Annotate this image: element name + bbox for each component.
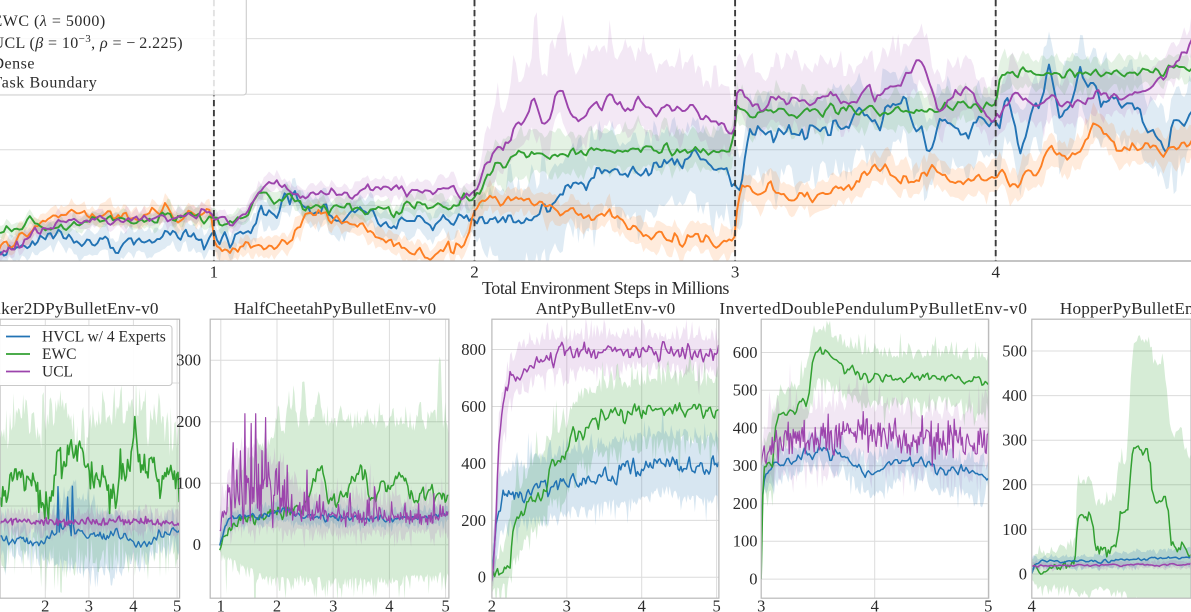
svg-text:Task Boundary: Task Boundary [0, 75, 97, 92]
svg-text:InvertedDoublePendulumPyBullet: InvertedDoublePendulumPyBulletEnv-v0 [719, 299, 1027, 318]
svg-text:HopperPyBulletEnv-v0: HopperPyBulletEnv-v0 [1060, 299, 1191, 318]
svg-text:200: 200 [461, 511, 486, 530]
svg-text:4: 4 [991, 263, 1000, 282]
svg-text:Walker2DPyBulletEnv-v0: Walker2DPyBulletEnv-v0 [0, 299, 159, 318]
svg-text:2: 2 [488, 597, 496, 612]
svg-text:2: 2 [41, 597, 49, 612]
svg-text:300: 300 [176, 351, 201, 370]
svg-text:800: 800 [461, 340, 486, 359]
svg-text:AntPyBulletEnv-v0: AntPyBulletEnv-v0 [536, 299, 676, 318]
svg-text:4: 4 [385, 597, 393, 612]
svg-text:0: 0 [749, 570, 757, 589]
svg-text:400: 400 [1002, 386, 1027, 405]
svg-text:3: 3 [757, 597, 765, 612]
svg-text:300: 300 [733, 456, 758, 475]
svg-text:5: 5 [712, 597, 720, 612]
svg-text:100: 100 [1002, 520, 1027, 539]
svg-text:Dense: Dense [0, 55, 35, 72]
svg-text:1: 1 [210, 263, 219, 282]
svg-text:200: 200 [733, 494, 758, 513]
svg-text:4: 4 [638, 597, 646, 612]
svg-text:4: 4 [871, 597, 879, 612]
svg-text:HVCL w/ 4 Experts: HVCL w/ 4 Experts [42, 329, 166, 346]
svg-text:400: 400 [733, 418, 758, 437]
svg-text:3: 3 [329, 597, 337, 612]
svg-text:4: 4 [1028, 597, 1036, 612]
svg-text:4: 4 [129, 597, 137, 612]
svg-text:600: 600 [733, 343, 758, 362]
svg-text:300: 300 [1002, 431, 1027, 450]
svg-text:EWC: EWC [42, 346, 76, 363]
svg-text:2: 2 [470, 263, 479, 282]
svg-text:1: 1 [217, 597, 225, 612]
svg-text:HalfCheetahPyBulletEnv-v0: HalfCheetahPyBulletEnv-v0 [234, 299, 437, 318]
svg-text:5: 5 [173, 597, 181, 612]
svg-text:0: 0 [193, 535, 201, 554]
svg-text:600: 600 [461, 397, 486, 416]
svg-text:3: 3 [563, 597, 571, 612]
svg-text:400: 400 [461, 454, 486, 473]
svg-text:100: 100 [176, 474, 201, 493]
svg-text:0: 0 [478, 568, 486, 587]
svg-text:100: 100 [733, 532, 758, 551]
svg-text:UCL (β = 10−3, ρ = − 2.225): UCL (β = 10−3, ρ = − 2.225) [0, 33, 183, 52]
svg-text:3: 3 [731, 263, 740, 282]
svg-text:200: 200 [176, 412, 201, 431]
svg-text:Total Environment Steps in Mil: Total Environment Steps in Millions [482, 278, 729, 298]
svg-text:UCL: UCL [42, 364, 73, 381]
svg-text:500: 500 [1002, 341, 1027, 360]
svg-text:EWC (λ = 5000): EWC (λ = 5000) [0, 13, 106, 30]
svg-text:3: 3 [85, 597, 93, 612]
svg-text:2: 2 [273, 597, 281, 612]
svg-text:5: 5 [441, 597, 449, 612]
svg-text:0: 0 [1019, 564, 1027, 583]
svg-text:500: 500 [733, 381, 758, 400]
svg-text:200: 200 [1002, 475, 1027, 494]
svg-text:5: 5 [984, 597, 992, 612]
